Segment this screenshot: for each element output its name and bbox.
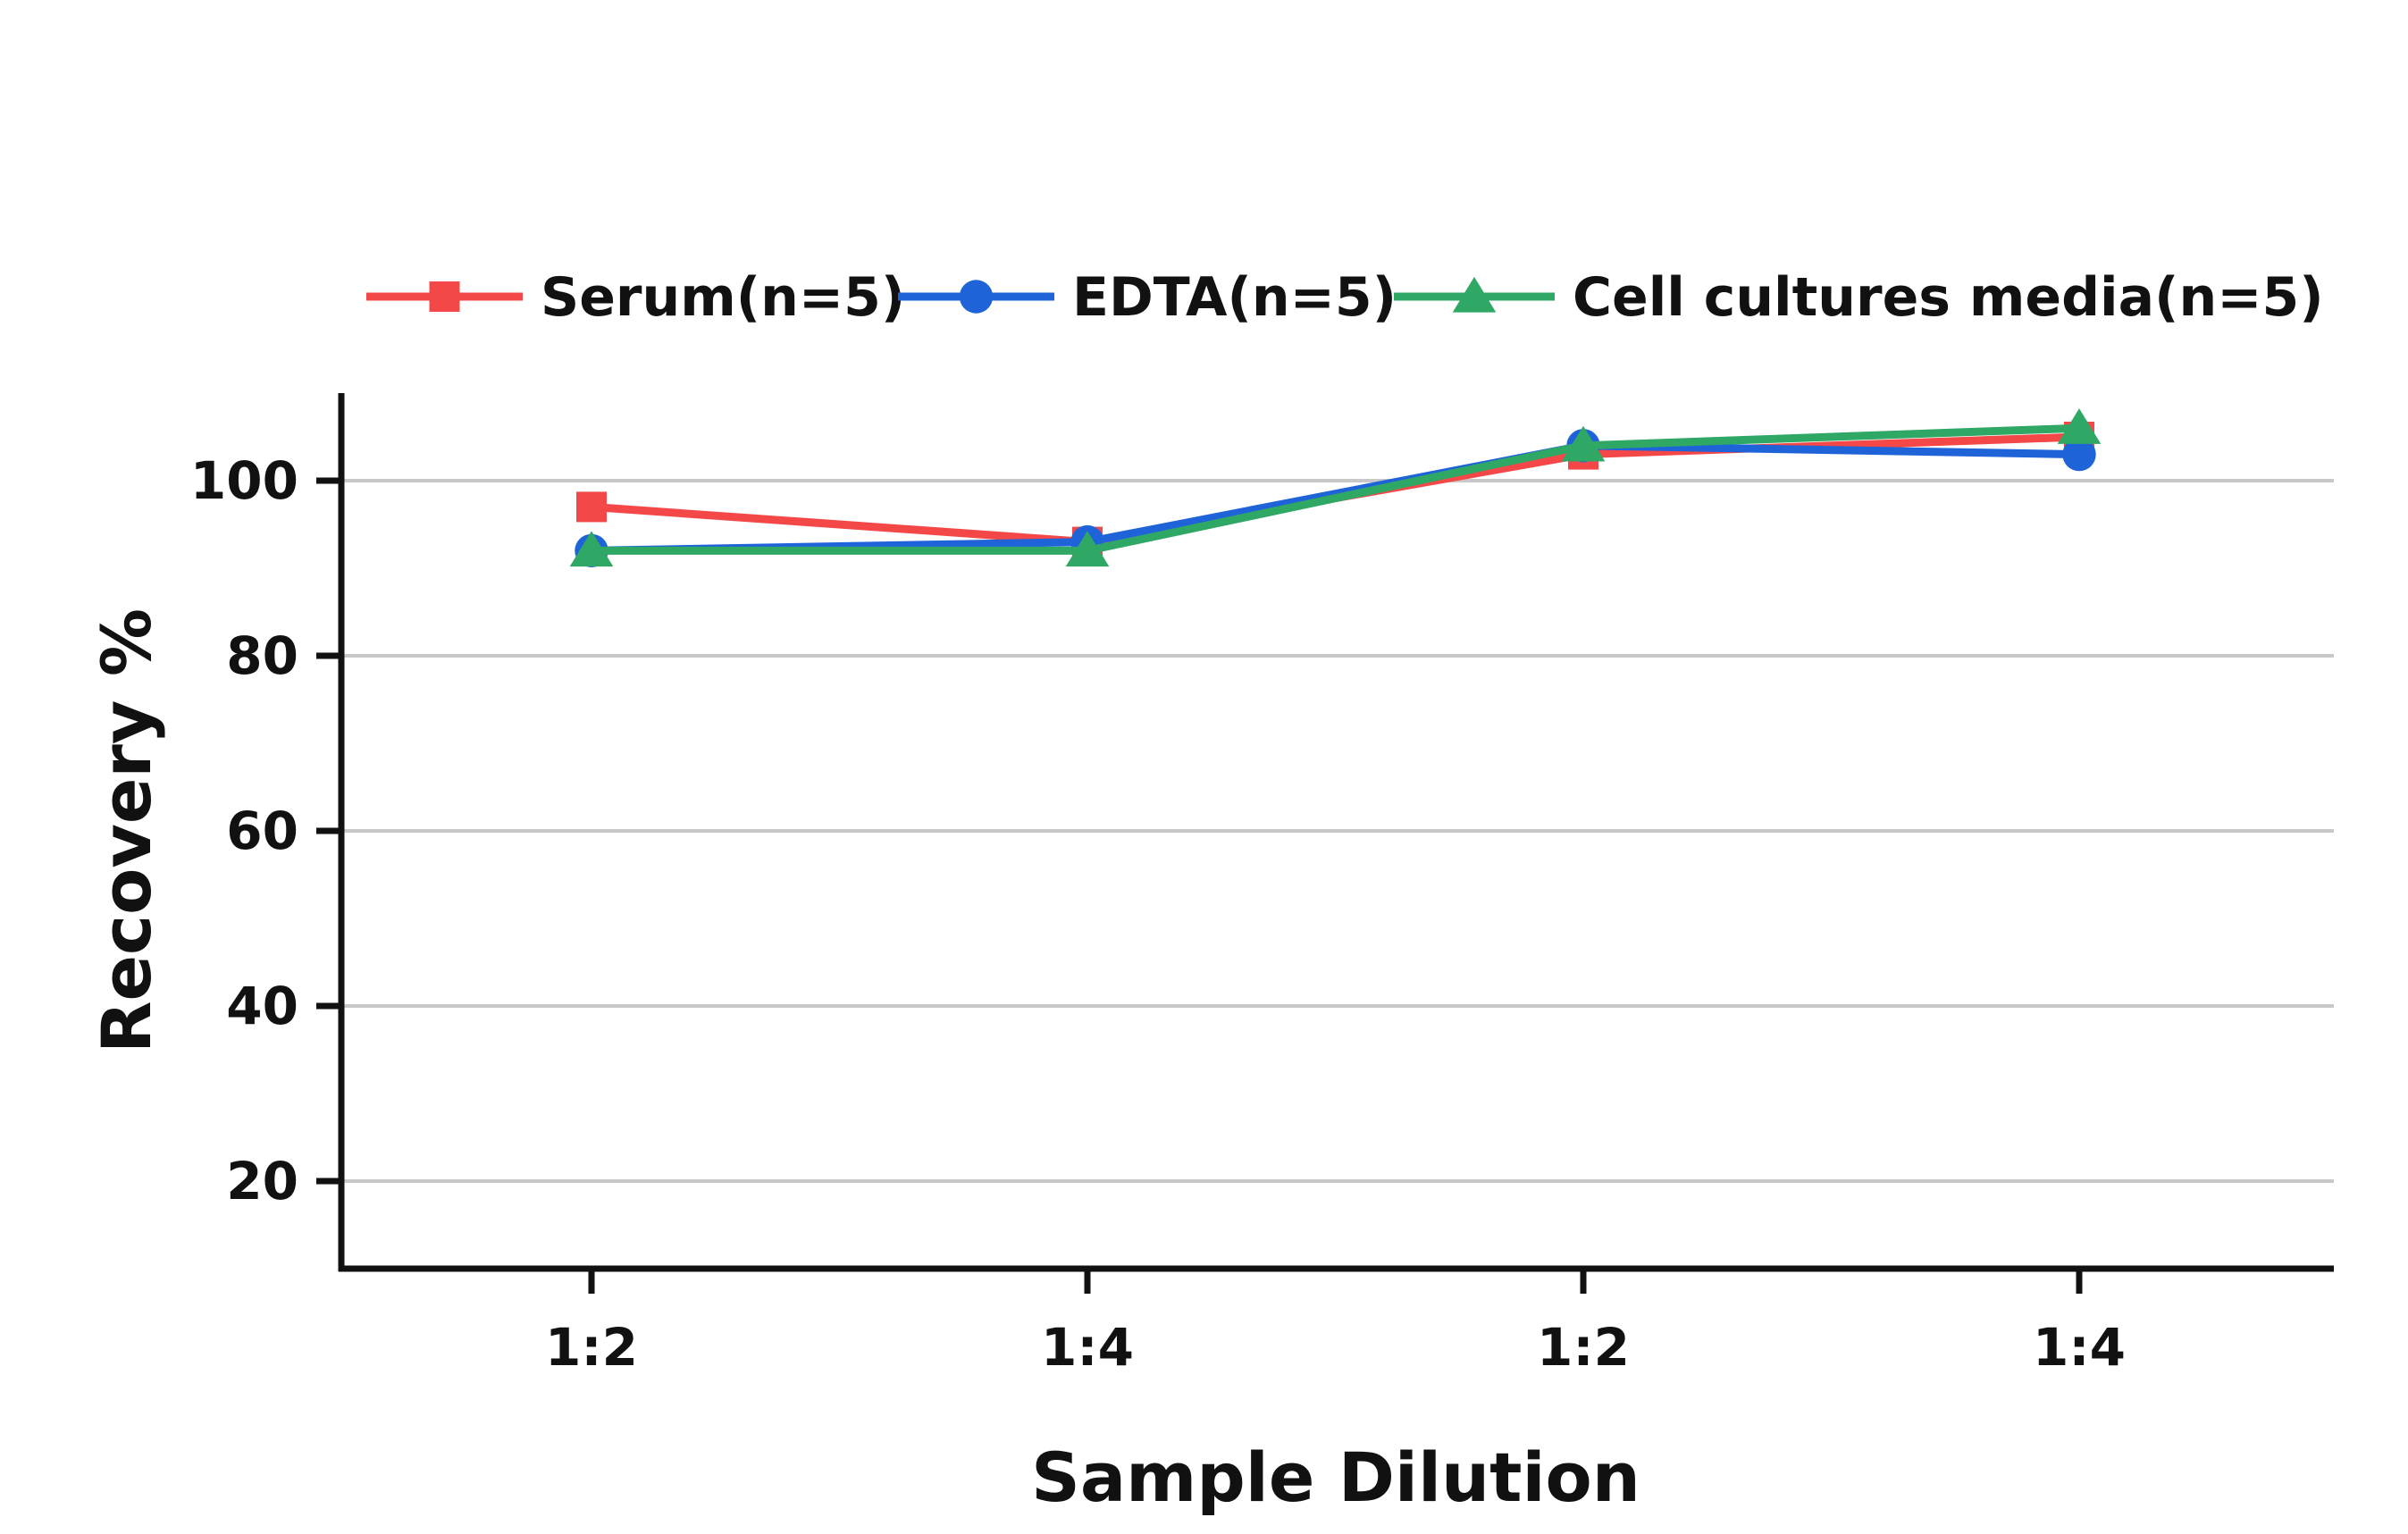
legend-marker bbox=[959, 280, 994, 314]
series-serum-n-5 bbox=[576, 422, 2094, 557]
series-line bbox=[592, 423, 2080, 555]
series-cell-cultures-media-n-5 bbox=[569, 408, 2102, 567]
y-tick-label: 80 bbox=[226, 625, 298, 686]
y-tick-label: 60 bbox=[226, 801, 298, 861]
data-point bbox=[576, 491, 607, 523]
legend-item: Cell cultures media(n=5) bbox=[1394, 266, 2324, 329]
x-tick-label: 1:2 bbox=[545, 1317, 638, 1378]
legend-label: Serum(n=5) bbox=[541, 266, 905, 329]
x-tick-label: 1:4 bbox=[1041, 1317, 1134, 1378]
y-tick-label: 20 bbox=[226, 1151, 298, 1211]
x-tick-label: 1:4 bbox=[2033, 1317, 2126, 1378]
legend: Serum(n=5) EDTA(n=5) Cell cultures media(n… bbox=[366, 266, 2324, 329]
legend-marker bbox=[429, 281, 460, 312]
legend-label: EDTA(n=5) bbox=[1072, 266, 1397, 329]
data-point bbox=[2062, 437, 2096, 472]
grid-layer bbox=[341, 479, 2334, 1183]
x-axis-title: Sample Dilution bbox=[1031, 1438, 1640, 1517]
series-line bbox=[591, 441, 2080, 555]
x-ticks: 1:2 1:4 1:2 1:4 bbox=[545, 1269, 2126, 1378]
data-point bbox=[1561, 425, 1606, 462]
y-ticks: 20 40 60 80 100 bbox=[190, 450, 341, 1211]
legend-label: Cell cultures media(n=5) bbox=[1573, 266, 2324, 329]
data-point bbox=[2057, 408, 2102, 444]
x-tick-label: 1:2 bbox=[1537, 1317, 1630, 1378]
legend-item: Serum(n=5) bbox=[366, 266, 905, 329]
y-axis-title: Recovery % bbox=[87, 608, 166, 1053]
legend-marker bbox=[1452, 276, 1497, 313]
series-layer bbox=[569, 408, 2102, 568]
y-tick-label: 40 bbox=[226, 976, 298, 1036]
data-point bbox=[569, 531, 614, 567]
y-tick-label: 100 bbox=[190, 450, 298, 511]
legend-item: EDTA(n=5) bbox=[898, 266, 1397, 329]
data-point bbox=[1065, 531, 1110, 567]
